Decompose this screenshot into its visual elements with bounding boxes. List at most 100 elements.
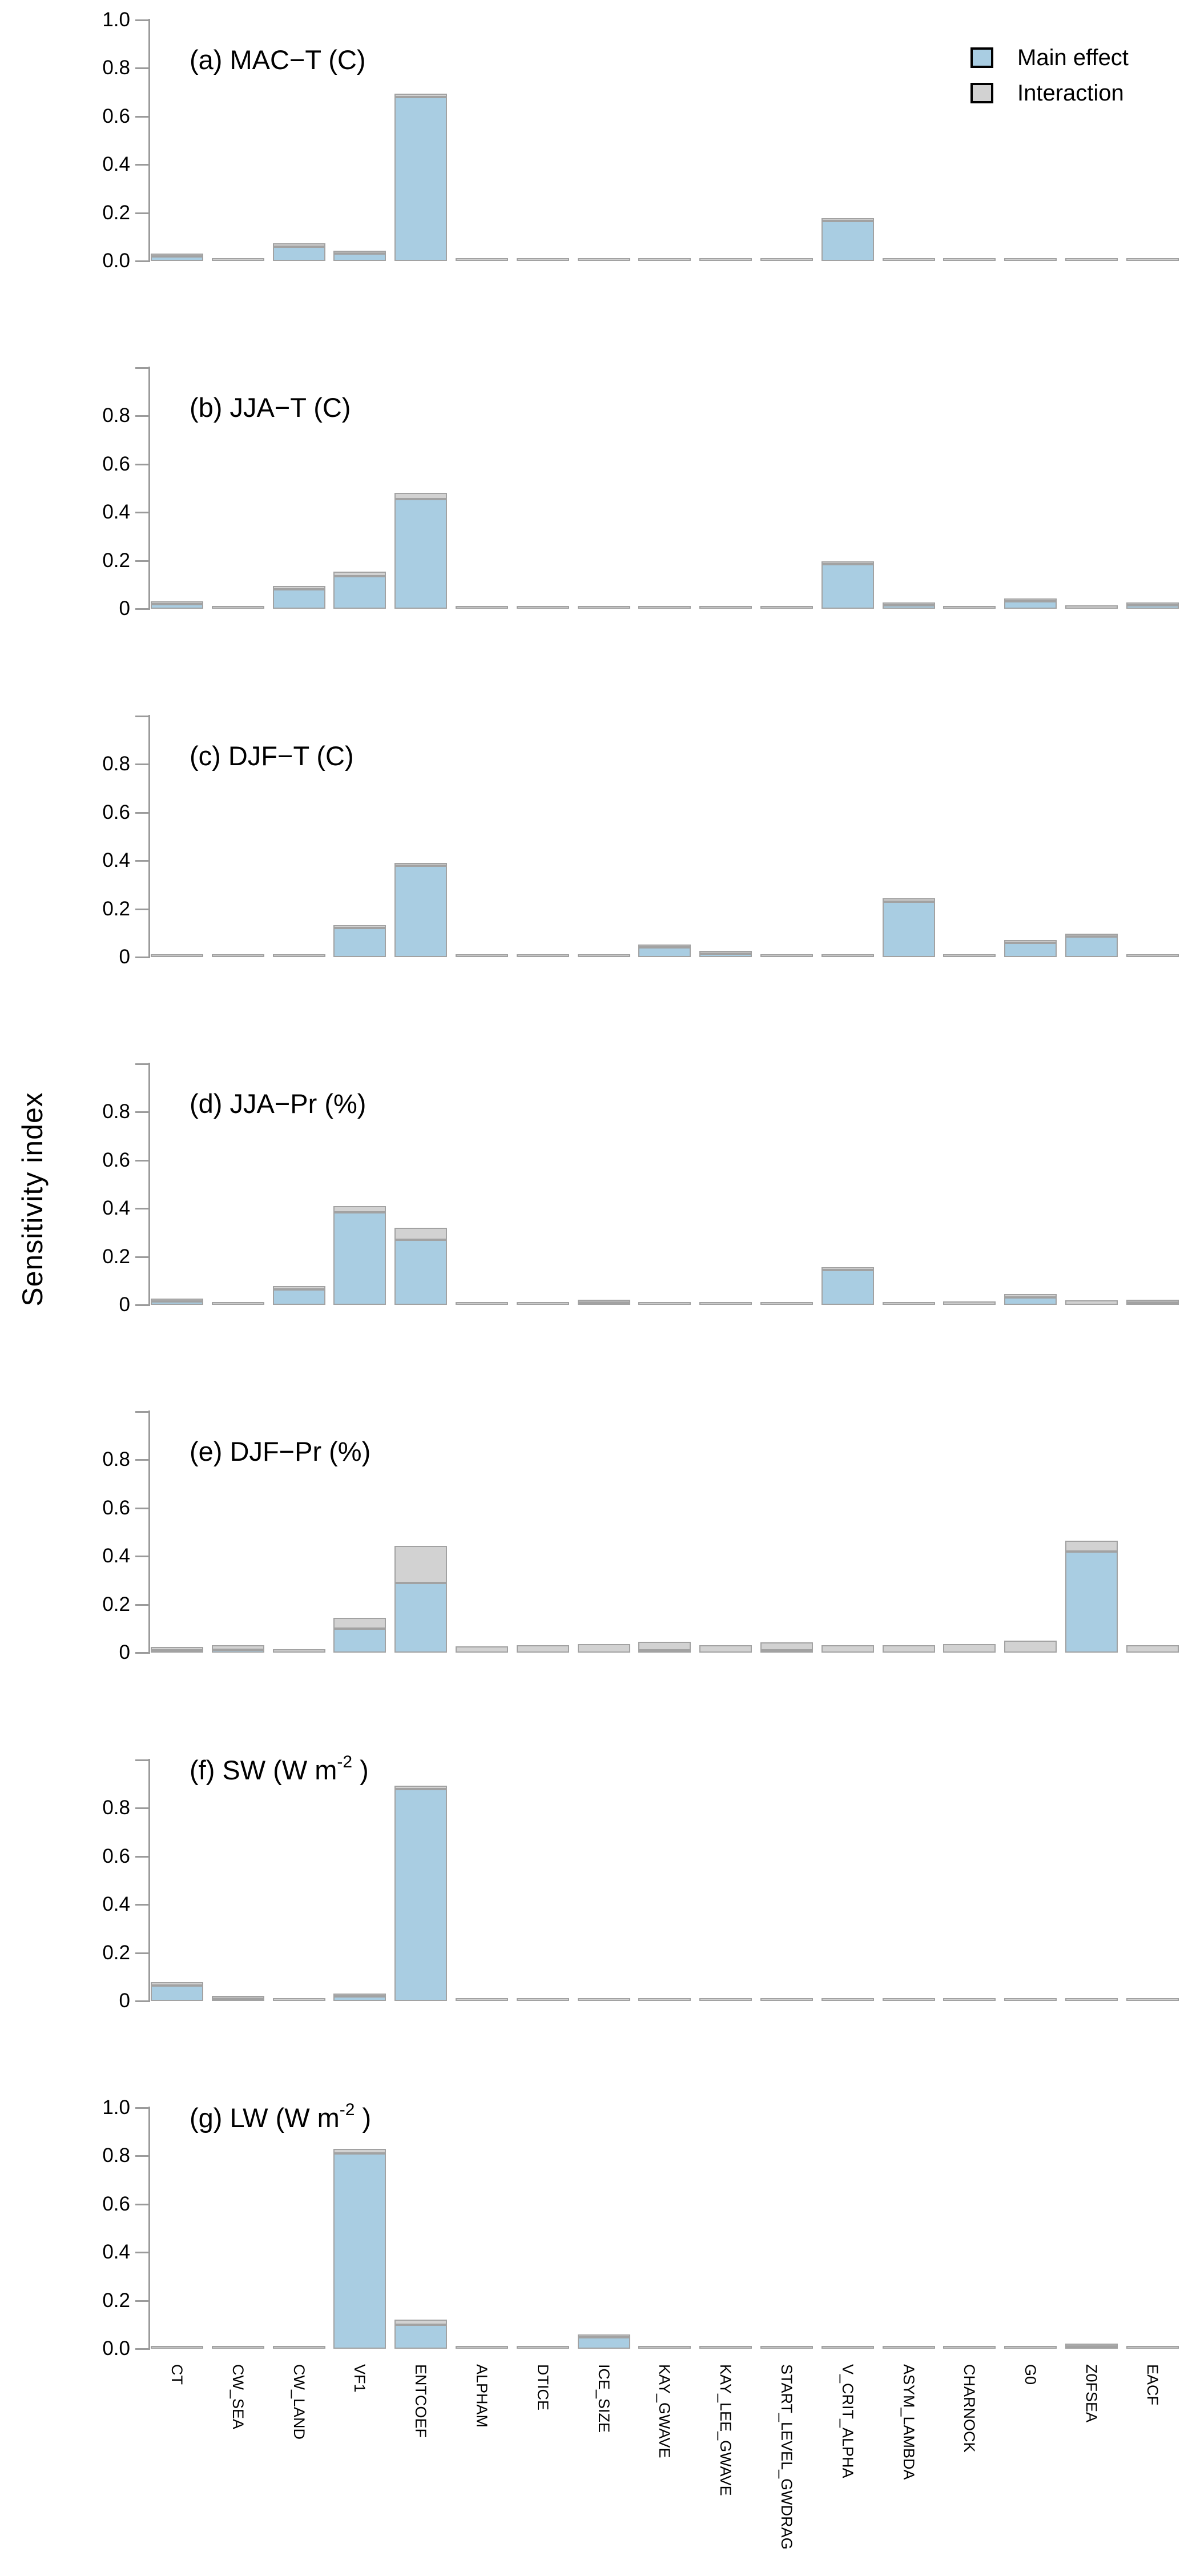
y-tick-label: 0.4 [102, 2241, 130, 2263]
bar-segment-main [333, 1629, 386, 1653]
y-tick [135, 560, 150, 562]
panel-title: (b) JJA−T (C) [190, 392, 351, 423]
bar-segment-interaction [1126, 602, 1179, 605]
x-category-label: KAY_GWAVE [656, 2364, 673, 2458]
y-tick [135, 860, 150, 862]
y-tick [135, 1759, 150, 1761]
bar-segment-interaction [699, 1645, 752, 1653]
bar-segment-interaction [273, 243, 325, 247]
bar-segment-interaction [151, 954, 203, 957]
bar-segment-interaction [1126, 1300, 1179, 1303]
x-category-label: VF1 [351, 2364, 368, 2393]
x-category-label: EACF [1144, 2364, 1161, 2406]
bar-segment-main [394, 97, 447, 261]
bar-segment-interaction [517, 1998, 569, 2001]
bar-segment-interaction [1004, 940, 1057, 943]
bar-segment-interaction [638, 606, 691, 609]
bar-segment-interaction [943, 606, 996, 609]
bar-segment-main [1065, 2346, 1118, 2349]
bar-segment-interaction [943, 2346, 996, 2349]
bar-segment-interaction [456, 1302, 508, 1305]
bar-segment-interaction [821, 954, 874, 957]
bar-segment-interaction [212, 606, 264, 609]
bar-segment-main [394, 2325, 447, 2349]
y-tick-label: 0.2 [102, 1942, 130, 1964]
bar-segment-interaction [578, 954, 630, 957]
bar-segment-main [273, 589, 325, 609]
bar-segment-main [273, 247, 325, 261]
bar-segment-interaction [883, 258, 935, 261]
y-tick-label: 0.0 [102, 2337, 130, 2360]
bar-segment-interaction [883, 1645, 935, 1653]
y-tick-label: 0.4 [102, 153, 130, 175]
bar-segment-interaction [1065, 1998, 1118, 2001]
bar-segment-interaction [151, 1299, 203, 1301]
y-tick [135, 2155, 150, 2157]
bar-segment-interaction [578, 258, 630, 261]
bar-segment-interaction [394, 1228, 447, 1240]
bar-segment-main [333, 576, 386, 609]
bar-segment-main [333, 2153, 386, 2349]
bar-segment-interaction [1126, 1998, 1179, 2001]
bar-segment-main [333, 1212, 386, 1305]
y-tick-label: 0.4 [102, 501, 130, 523]
y-tick-label: 0.4 [102, 1197, 130, 1219]
bar-segment-interaction [456, 954, 508, 957]
bar-segment-interaction [212, 1996, 264, 1999]
bar-segment-interaction [333, 1618, 386, 1629]
bar-segment-main [638, 947, 691, 957]
y-tick [135, 1807, 150, 1809]
bar-segment-interaction [1004, 2346, 1057, 2349]
bar-segment-interaction [699, 2346, 752, 2349]
bar-segment-main [394, 866, 447, 957]
bar-segment-interaction [333, 572, 386, 576]
bar-segment-interaction [394, 1546, 447, 1583]
y-tick-label: 0 [119, 1641, 130, 1663]
y-tick [135, 2252, 150, 2253]
bar-segment-main [883, 902, 935, 957]
bar-segment-interaction [760, 2346, 813, 2349]
y-tick [135, 1604, 150, 1606]
bar-segment-interaction [1065, 605, 1118, 609]
bar-segment-main [394, 1583, 447, 1653]
y-tick-label: 0 [119, 946, 130, 968]
bar-segment-interaction [394, 493, 447, 499]
bar-segment-interaction [883, 1302, 935, 1305]
x-category-label: ASYM_LAMBDA [900, 2364, 917, 2480]
y-tick-label: 0.6 [102, 1845, 130, 1867]
bar-segment-interaction [212, 258, 264, 261]
bar-segment-interaction [456, 1998, 508, 2001]
bar-segment-main [151, 1986, 203, 2001]
y-tick-label: 0.6 [102, 1149, 130, 1171]
y-tick [135, 1556, 150, 1557]
x-category-label: ALPHAM [473, 2364, 490, 2428]
y-tick [135, 716, 150, 717]
bar-segment-interaction [273, 1286, 325, 1289]
bar-segment-interaction [273, 586, 325, 589]
y-tick-label: 0 [119, 1990, 130, 2012]
x-category-label: CW_LAND [291, 2364, 308, 2440]
bar-segment-interaction [943, 1644, 996, 1653]
bar-segment-main [151, 256, 203, 261]
bar-segment-main [1065, 1552, 1118, 1653]
panel-title: (g) LW (W m-2 ) [190, 2100, 372, 2133]
bar-segment-interaction [394, 863, 447, 866]
bar-segment-interaction [760, 954, 813, 957]
bar-segment-interaction [273, 954, 325, 957]
bar-segment-interaction [883, 898, 935, 902]
panel-title: (a) MAC−T (C) [190, 45, 366, 75]
bar-segment-interaction [760, 1302, 813, 1305]
bar-segment-main [1126, 605, 1179, 609]
y-tick-label: 0.2 [102, 898, 130, 920]
x-category-label: CW_SEA [229, 2364, 247, 2430]
bar-segment-interaction [517, 258, 569, 261]
bar-segment-interaction [1065, 2344, 1118, 2346]
x-category-label: KAY_LEE_GWAVE [717, 2364, 734, 2496]
y-tick [135, 1208, 150, 1209]
legend-item-main-effect: Main effect [970, 40, 1129, 75]
bar-segment-interaction [517, 2346, 569, 2349]
bar-segment-interaction [1126, 258, 1179, 261]
bar-segment-main [394, 499, 447, 609]
bar-segment-main [821, 564, 874, 609]
y-axis-line [148, 367, 150, 610]
